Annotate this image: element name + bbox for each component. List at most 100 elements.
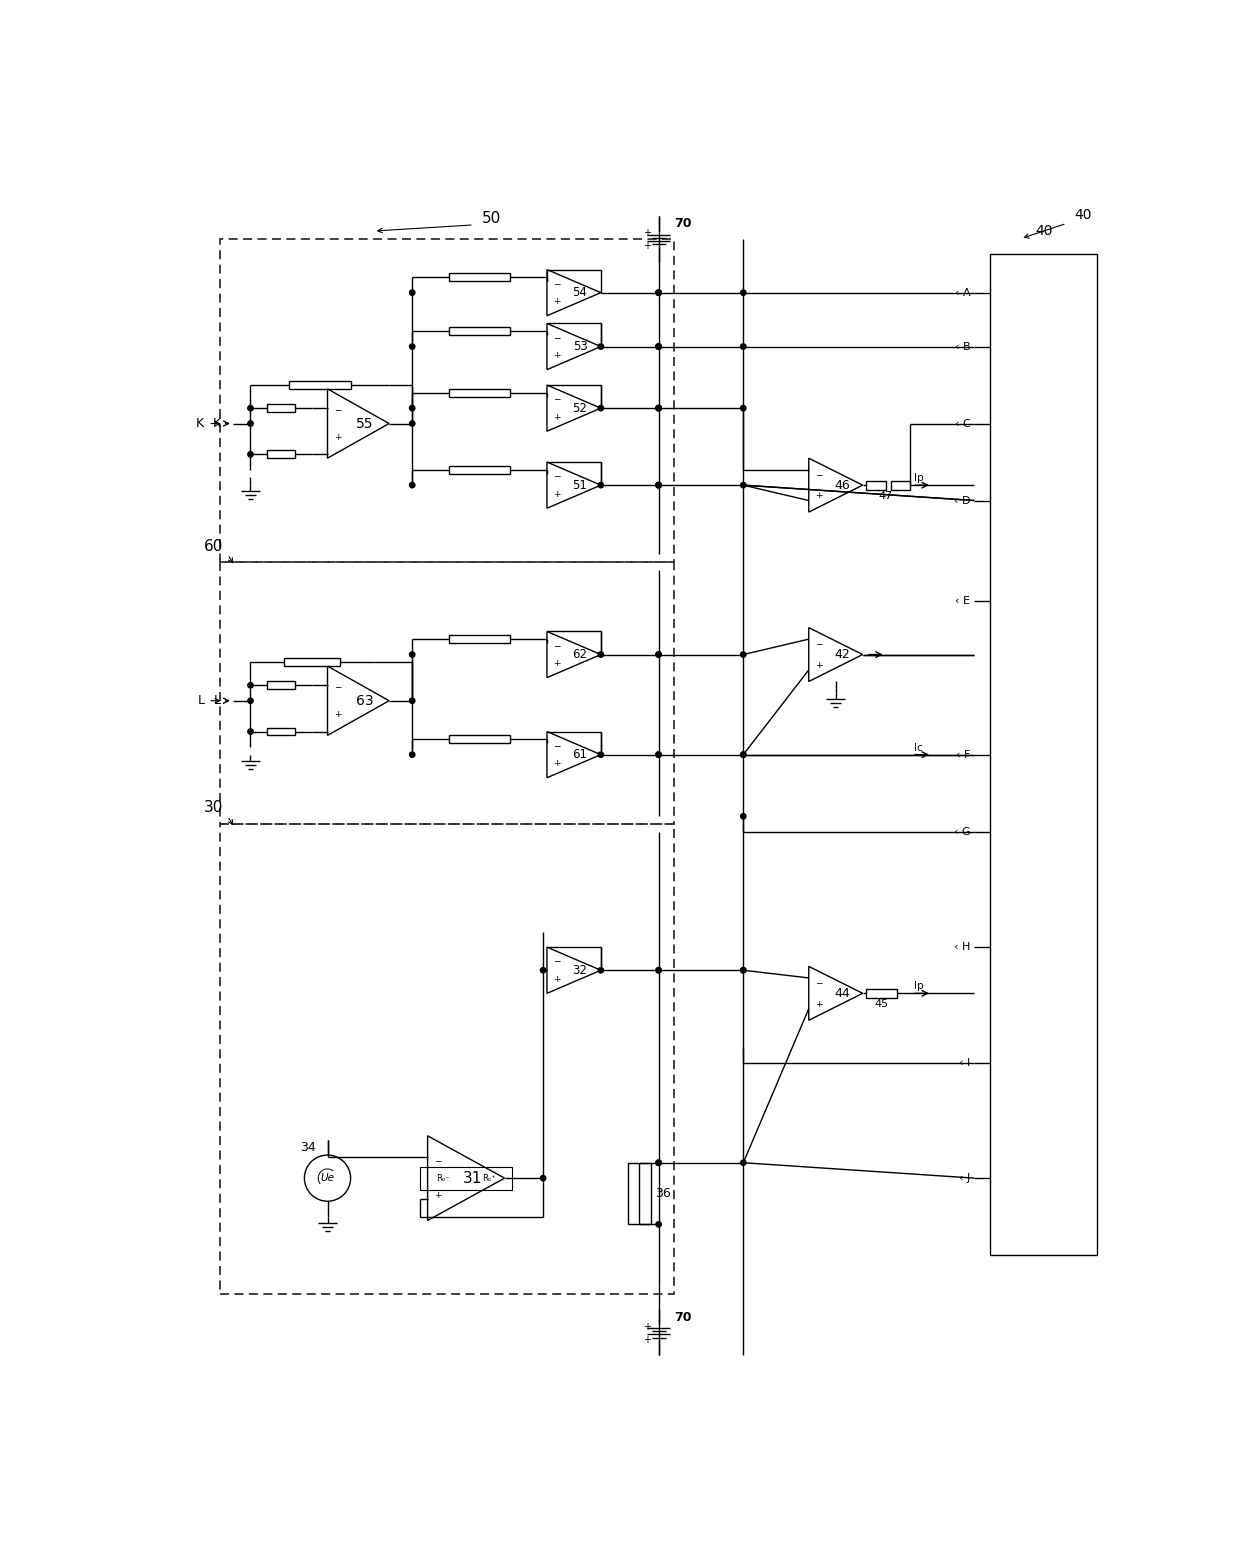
Circle shape: [409, 752, 415, 758]
Text: 70: 70: [675, 218, 692, 230]
Text: ‹ F: ‹ F: [956, 750, 971, 760]
Circle shape: [248, 683, 253, 687]
Text: ‹ G: ‹ G: [954, 827, 971, 836]
Text: 52: 52: [573, 401, 588, 415]
Circle shape: [656, 345, 661, 349]
Text: 51: 51: [573, 479, 588, 492]
Text: +: +: [644, 241, 651, 252]
Text: ‹ J: ‹ J: [960, 1173, 971, 1184]
Text: ‹ A: ‹ A: [955, 288, 971, 298]
Text: K: K: [213, 417, 221, 431]
Circle shape: [598, 752, 604, 758]
Text: −: −: [815, 470, 822, 479]
Circle shape: [656, 406, 661, 410]
Circle shape: [740, 1160, 746, 1165]
Circle shape: [248, 451, 253, 457]
Bar: [268, 728, 295, 736]
Circle shape: [248, 728, 253, 734]
Circle shape: [598, 345, 604, 349]
Bar: [284, 658, 340, 666]
Bar: [449, 388, 510, 396]
Circle shape: [598, 482, 604, 489]
Circle shape: [740, 752, 746, 758]
Circle shape: [656, 290, 661, 296]
Text: +: +: [644, 1322, 651, 1331]
Text: 42: 42: [835, 648, 849, 661]
Circle shape: [409, 698, 415, 703]
Circle shape: [656, 752, 661, 758]
Circle shape: [656, 406, 661, 410]
Text: 34: 34: [300, 1142, 316, 1154]
Text: Rₒ⁺: Rₒ⁺: [482, 1173, 496, 1182]
Circle shape: [656, 968, 661, 972]
Circle shape: [656, 968, 661, 972]
Text: 55: 55: [356, 417, 373, 431]
Text: 45: 45: [875, 999, 889, 1009]
Text: +: +: [553, 976, 560, 983]
Circle shape: [248, 698, 253, 703]
Text: 46: 46: [835, 479, 849, 492]
Text: L: L: [215, 694, 221, 708]
Circle shape: [740, 290, 746, 296]
Text: −: −: [553, 471, 560, 481]
Text: 32: 32: [573, 963, 588, 977]
Text: ‹ C: ‹ C: [955, 418, 971, 429]
Circle shape: [656, 345, 661, 349]
Text: +: +: [553, 490, 560, 500]
Text: +: +: [334, 709, 341, 719]
Circle shape: [409, 290, 415, 296]
Bar: [219, 562, 675, 824]
Bar: [219, 238, 675, 562]
Text: +: +: [434, 1190, 441, 1200]
Text: +: +: [644, 1334, 651, 1345]
Circle shape: [656, 482, 661, 489]
Text: −: −: [553, 279, 560, 288]
Bar: [219, 824, 675, 1294]
Bar: [268, 404, 295, 412]
Text: ‹ D: ‹ D: [954, 495, 971, 506]
Circle shape: [656, 345, 661, 349]
Bar: [449, 736, 510, 744]
Circle shape: [598, 406, 604, 410]
Circle shape: [656, 651, 661, 658]
Text: +: +: [553, 351, 560, 360]
Circle shape: [409, 651, 415, 658]
Text: 54: 54: [573, 287, 588, 299]
Text: −: −: [553, 640, 560, 650]
Text: ‹ H: ‹ H: [954, 943, 971, 952]
Text: −: −: [553, 334, 560, 341]
Text: Ip: Ip: [914, 982, 924, 991]
Circle shape: [740, 406, 746, 410]
Text: +: +: [553, 760, 560, 769]
Text: −: −: [553, 741, 560, 750]
Text: −: −: [434, 1157, 441, 1165]
Text: 40: 40: [1035, 224, 1053, 238]
Bar: [268, 451, 295, 459]
Text: −: −: [815, 639, 822, 648]
Bar: [449, 274, 510, 280]
Circle shape: [656, 1160, 661, 1165]
Text: +: +: [815, 999, 822, 1009]
Text: −: −: [334, 683, 341, 691]
Circle shape: [656, 482, 661, 489]
Text: K: K: [196, 417, 205, 431]
Text: −: −: [553, 395, 560, 404]
Text: +: +: [815, 492, 822, 501]
Circle shape: [656, 290, 661, 296]
Text: L: L: [197, 694, 205, 708]
Text: 44: 44: [835, 987, 849, 999]
Text: ‹ E: ‹ E: [956, 595, 971, 606]
Bar: [990, 254, 1097, 1254]
Text: Ic: Ic: [914, 742, 924, 753]
Text: +: +: [334, 432, 341, 442]
Text: ‹ B: ‹ B: [955, 341, 971, 351]
Circle shape: [740, 968, 746, 972]
Circle shape: [248, 421, 253, 426]
Text: Ue: Ue: [320, 1173, 335, 1184]
Circle shape: [409, 482, 415, 489]
Bar: [892, 481, 910, 490]
Circle shape: [740, 814, 746, 819]
Bar: [627, 1162, 651, 1225]
Circle shape: [409, 421, 415, 426]
Circle shape: [409, 345, 415, 349]
